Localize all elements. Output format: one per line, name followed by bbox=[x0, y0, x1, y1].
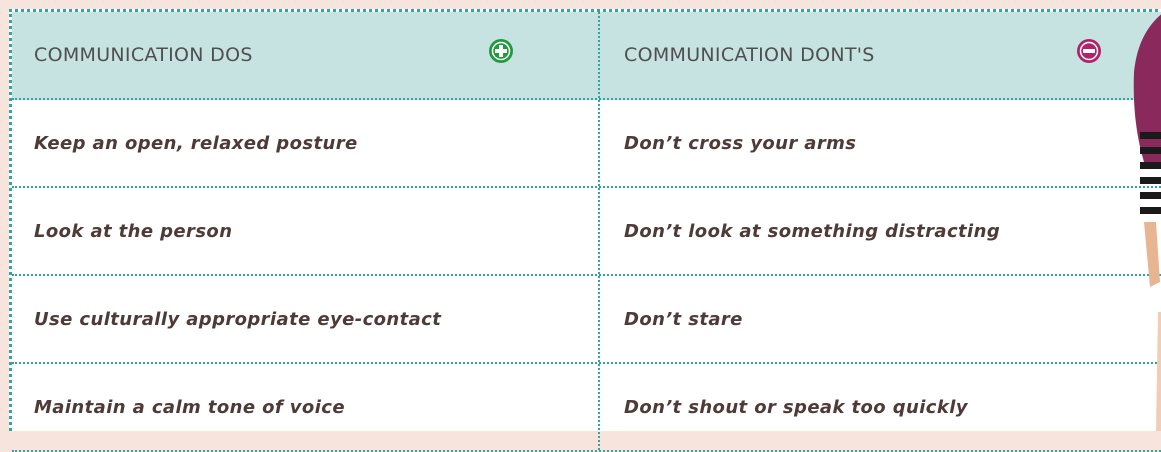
header-text: COMMUNICATION DONT'S bbox=[624, 44, 875, 66]
body-cell: Don’t look at something distracting bbox=[602, 188, 1161, 274]
cell-text: Don’t stare bbox=[624, 308, 743, 330]
cell-text: Don’t shout or speak too quickly bbox=[624, 396, 968, 418]
cell-text: Don’t look at something distracting bbox=[624, 220, 1001, 242]
cell-text: Don’t cross your arms bbox=[624, 132, 857, 154]
body-cell: Look at the person bbox=[12, 188, 600, 274]
cell-text: Maintain a calm tone of voice bbox=[34, 396, 345, 418]
plus-icon bbox=[489, 39, 513, 63]
cell-text: Keep an open, relaxed posture bbox=[34, 132, 358, 154]
body-row: Maintain a calm tone of voice Don’t shout… bbox=[12, 364, 1161, 452]
body-cell: Maintain a calm tone of voice bbox=[12, 364, 600, 450]
body-cell: Don’t cross your arms bbox=[602, 100, 1161, 186]
header-cell: COMMUNICATION DOS bbox=[12, 12, 600, 98]
header-cell: COMMUNICATION DONT'S bbox=[602, 12, 1161, 98]
header-text: COMMUNICATION DOS bbox=[34, 44, 253, 66]
page: COMMUNICATION DOS COMMUNICATION DONT'S K… bbox=[9, 9, 1161, 452]
body-cell: Keep an open, relaxed posture bbox=[12, 100, 600, 186]
body-cell: Don’t shout or speak too quickly bbox=[602, 364, 1161, 450]
minus-icon bbox=[1077, 39, 1101, 63]
body-cell: Don’t stare bbox=[602, 276, 1161, 362]
header-row: COMMUNICATION DOS COMMUNICATION DONT'S bbox=[12, 12, 1161, 100]
table: COMMUNICATION DOS COMMUNICATION DONT'S K… bbox=[9, 9, 1161, 452]
cell-text: Look at the person bbox=[34, 220, 233, 242]
body-row: Keep an open, relaxed posture Don’t cross… bbox=[12, 100, 1161, 188]
body-row: Look at the person Don’t look at somethin… bbox=[12, 188, 1161, 276]
body-cell: Use culturally appropriate eye-contact bbox=[12, 276, 600, 362]
cell-text: Use culturally appropriate eye-contact bbox=[34, 308, 442, 330]
person-illustration bbox=[1133, 14, 1161, 431]
body-row: Use culturally appropriate eye-contact Do… bbox=[12, 276, 1161, 364]
